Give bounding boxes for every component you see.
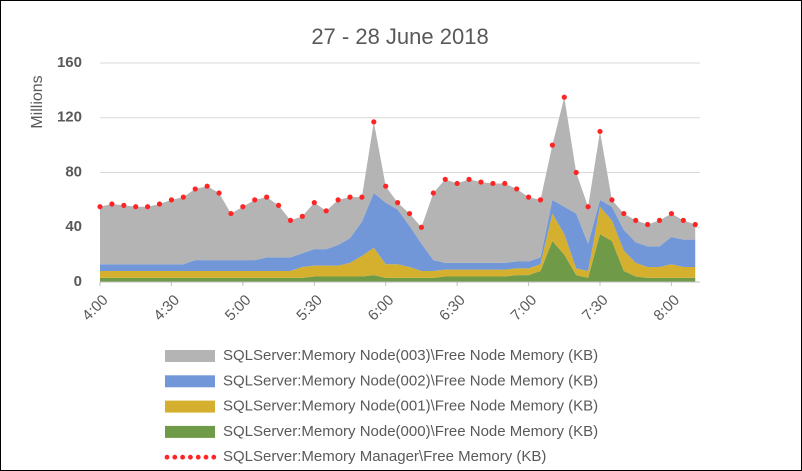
line-point [549, 142, 555, 148]
line-point [537, 197, 544, 203]
line-point [97, 204, 103, 210]
area [100, 97, 696, 265]
legend-swatch [164, 454, 170, 460]
line-point [216, 190, 222, 196]
line-point [192, 186, 198, 192]
line-point [347, 194, 353, 200]
line-point [442, 176, 448, 182]
area [100, 206, 696, 278]
y-tick-label: 40 [65, 218, 82, 235]
line-point [311, 200, 317, 206]
line-point [406, 210, 413, 217]
line-point [668, 210, 675, 217]
line-point [680, 217, 686, 224]
line-point [275, 202, 282, 208]
line-point [395, 200, 401, 206]
line-point [490, 180, 496, 187]
y-tick-label: 80 [65, 163, 82, 180]
legend-label: SQLServer:Memory Node(003)\Free Node Mem… [223, 347, 598, 364]
line-point [371, 119, 377, 125]
line-point [383, 183, 389, 189]
line-point [335, 197, 341, 203]
legend-swatch [180, 454, 186, 460]
line-point [180, 194, 186, 200]
line-point [692, 221, 698, 228]
legend-swatch [165, 425, 215, 438]
line-point [252, 197, 258, 203]
line-point [609, 197, 615, 203]
legend-swatch [188, 454, 193, 460]
legend-swatch [211, 454, 217, 460]
chart-title: 27 - 28 June 2018 [311, 24, 488, 49]
line-point [145, 204, 151, 210]
line-point [168, 197, 175, 203]
line-point [240, 204, 246, 210]
line-point [573, 169, 579, 176]
line-point [204, 183, 210, 189]
line-point [645, 221, 651, 228]
line-point [478, 179, 484, 185]
legend-label: SQLServer:Memory Node(000)\Free Node Mem… [223, 423, 598, 440]
line-point [621, 210, 627, 217]
legend-swatch [165, 375, 215, 388]
line-point [323, 208, 329, 214]
line-point [121, 202, 127, 208]
y-tick-label: 0 [74, 273, 82, 290]
line-point [418, 224, 425, 230]
line-point [299, 213, 305, 219]
line-point [454, 180, 460, 187]
line-point [502, 180, 508, 187]
legend-label: SQLServer:Memory Manager\Free Memory (KB… [223, 448, 546, 465]
line-point [109, 201, 115, 207]
y-tick-label: 120 [57, 109, 82, 126]
legend-label: SQLServer:Memory Node(002)\Free Node Mem… [223, 372, 598, 389]
area [100, 193, 696, 272]
line-point [359, 194, 365, 200]
line-point [514, 186, 520, 192]
area [100, 234, 696, 282]
line-point [133, 204, 139, 210]
line-point [287, 217, 294, 224]
legend-label: SQLServer:Memory Node(001)\Free Node Mem… [223, 398, 598, 415]
legend-swatch [165, 350, 215, 362]
line-point [561, 94, 567, 100]
legend-swatch [165, 400, 215, 413]
y-tick-label: 160 [57, 54, 82, 71]
line-point [466, 176, 472, 182]
legend-swatch [172, 454, 178, 460]
line-point [264, 194, 270, 200]
line-point [525, 194, 532, 200]
line-point [633, 217, 639, 224]
legend-swatch [203, 454, 209, 460]
line-point [597, 128, 603, 135]
y-axis-label: Millions [29, 75, 46, 128]
line-point [656, 217, 663, 224]
line-point [430, 190, 436, 196]
line-point [156, 201, 163, 207]
line-point [585, 204, 591, 210]
line-point [228, 210, 234, 217]
legend-swatch [195, 454, 201, 460]
